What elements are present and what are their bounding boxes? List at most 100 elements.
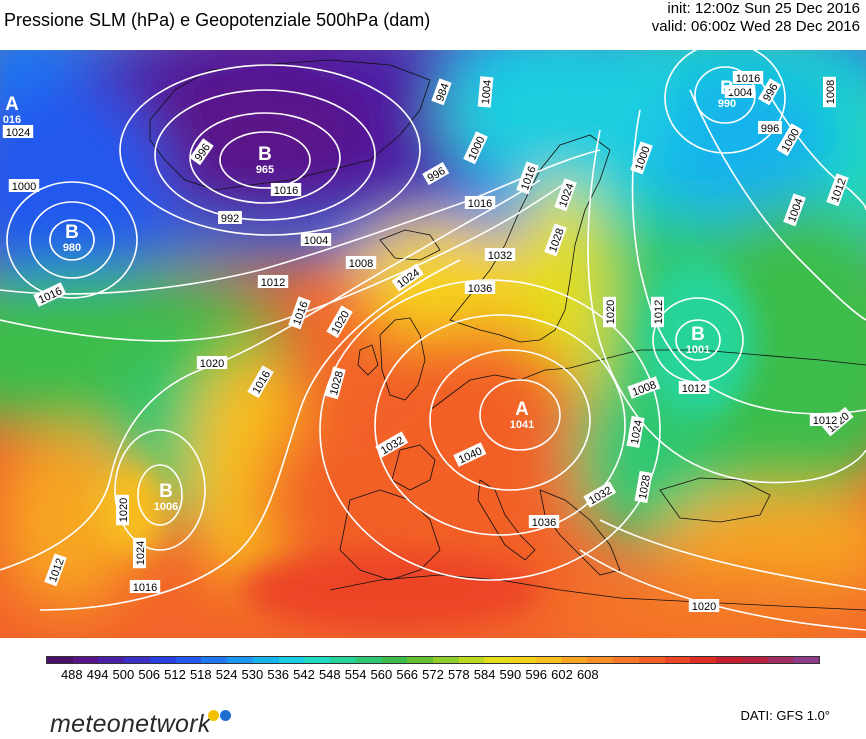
legend-swatch [433, 657, 459, 663]
svg-text:1004: 1004 [304, 235, 328, 247]
svg-text:1008: 1008 [825, 80, 837, 104]
legend-swatch [716, 657, 742, 663]
pressure-center-letter: B [720, 78, 734, 99]
pressure-center-value: 1001 [686, 344, 710, 356]
svg-text:1032: 1032 [488, 250, 512, 262]
legend-swatch [72, 657, 99, 663]
isobar-label: 1012 [257, 275, 289, 289]
logo-dots-icon [208, 710, 238, 724]
svg-text:1004: 1004 [480, 79, 494, 104]
legend-tick-label: 542 [293, 667, 315, 682]
north-africa-coast [329, 574, 866, 611]
geopotential-field [0, 50, 866, 638]
legend-tick-label: 548 [318, 667, 341, 682]
svg-text:1016: 1016 [736, 73, 760, 85]
svg-text:1008: 1008 [349, 258, 373, 270]
svg-text:1012: 1012 [682, 383, 706, 395]
svg-text:1036: 1036 [468, 283, 492, 295]
legend-tick-label: 572 [422, 667, 444, 682]
svg-text:1024: 1024 [135, 541, 147, 565]
isobar-label: 1004 [724, 85, 756, 99]
legend-tick-label: 596 [525, 667, 548, 682]
legend-colorbar [46, 656, 820, 664]
init-time: init: 12:00z Sun 25 Dec 2016 [667, 0, 860, 17]
legend-swatch [510, 657, 536, 663]
pressure-center-letter: A [5, 94, 19, 115]
isobar-label: 992 [218, 211, 242, 225]
legend-tick-label: 518 [189, 667, 212, 682]
svg-text:1000: 1000 [12, 181, 36, 193]
meteonetwork-logo: meteonetwork [50, 710, 211, 738]
svg-text:1020: 1020 [200, 358, 224, 370]
svg-text:996: 996 [761, 123, 779, 135]
legend-swatch [407, 657, 434, 663]
iceland-coast [379, 229, 441, 261]
legend-swatch [252, 657, 279, 663]
legend-tick-label: 554 [344, 667, 367, 682]
svg-text:1036: 1036 [532, 517, 556, 529]
isobar-label: 996 [758, 121, 782, 135]
legend-swatch [201, 657, 228, 663]
legend-tick-label: 524 [215, 667, 238, 682]
legend-ticks: 488 494 500 506 512 518 524 530 536 542 548 554 560 5… [46, 667, 820, 683]
valid-time: valid: 06:00z Wed 28 Dec 2016 [651, 18, 860, 35]
legend-swatch [124, 657, 150, 663]
legend-tick-label: 584 [473, 667, 496, 682]
isobar-label: 1036 [464, 281, 496, 295]
legend-swatch [381, 657, 408, 663]
british-isles-coast [357, 317, 426, 401]
isobar-label: 1016 [129, 580, 161, 594]
isobar-label: 1024 [2, 125, 34, 139]
legend-swatch [741, 657, 768, 663]
legend-tick-label: 500 [112, 667, 135, 682]
pressure-center-letter: B [159, 481, 173, 502]
legend-swatch [613, 657, 639, 663]
legend-tick-label: 512 [164, 667, 186, 682]
legend-swatch [664, 657, 691, 663]
pressure-center-letter: B [258, 144, 272, 165]
pressure-center-value: 965 [256, 164, 274, 176]
isobar-label: 1020 [196, 356, 228, 370]
legend-swatch [98, 657, 125, 663]
pressure-center-value: 016 [3, 114, 21, 126]
svg-text:1016: 1016 [133, 582, 157, 594]
isobar-label: 984 [431, 78, 452, 106]
isobar-label: 1036 [528, 515, 560, 529]
isobar-label: 1028 [634, 470, 653, 504]
svg-text:1024: 1024 [629, 419, 645, 445]
legend-tick-label: 530 [241, 667, 264, 682]
isobar-label: 1020 [688, 599, 720, 613]
isobar-label: 1004 [477, 76, 494, 108]
svg-text:984: 984 [434, 82, 452, 103]
isobars [0, 50, 866, 631]
italy-coast [477, 479, 536, 561]
legend-swatch [304, 657, 331, 663]
legend-swatch [484, 657, 511, 663]
isobar-label: 1000 [8, 179, 40, 193]
legend-swatch [767, 657, 794, 663]
legend-tick-label: 560 [370, 667, 393, 682]
svg-text:1012: 1012 [653, 300, 665, 324]
isobar-label: 1008 [823, 76, 837, 108]
legend-swatch [587, 657, 614, 663]
isobar-label: 1008 [345, 256, 377, 270]
legend-tick-label: 506 [138, 667, 161, 682]
isobar-label: 1016 [464, 196, 496, 210]
isobar-label: 1012 [651, 296, 665, 328]
svg-text:1012: 1012 [813, 415, 837, 427]
legend-swatch [458, 657, 485, 663]
svg-text:992: 992 [221, 213, 239, 225]
legend-swatch [638, 657, 665, 663]
legend-tick-label: 566 [396, 667, 419, 682]
weather-map: 984 996 1004 1000 996 992 1000 1004 1008 1000 996 1… [0, 50, 866, 638]
legend-tick-label: 488 [60, 667, 83, 682]
legend-swatch [330, 657, 356, 663]
svg-text:1020: 1020 [605, 300, 617, 324]
isobar-label: 1024 [626, 415, 645, 449]
pressure-center-value: 980 [63, 242, 81, 254]
svg-text:1016: 1016 [468, 198, 492, 210]
chart-title: Pressione SLM (hPa) e Geopotenziale 500h… [4, 10, 431, 30]
